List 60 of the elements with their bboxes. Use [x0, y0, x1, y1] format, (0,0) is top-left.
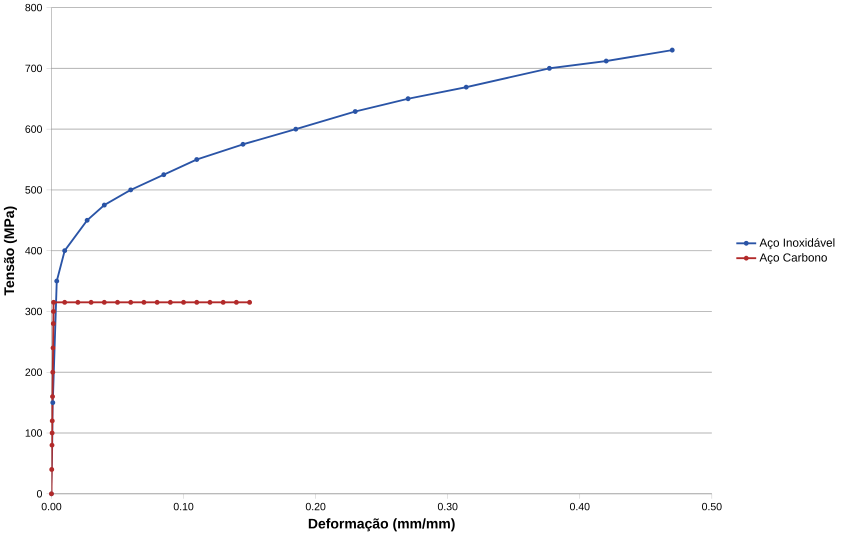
point [208, 300, 212, 305]
point [50, 418, 55, 424]
point [50, 345, 56, 350]
point [115, 300, 120, 305]
point [220, 300, 226, 305]
y-axis-title: Tensão (MPa) [4, 206, 17, 296]
point [181, 300, 186, 305]
x-tick-label: 0.30 [438, 502, 458, 510]
y-tick-label: 700 [25, 64, 42, 72]
point [50, 394, 55, 399]
point [194, 300, 200, 305]
y-tick-label: 800 [25, 4, 42, 12]
x-tick-label: 0.40 [570, 502, 590, 510]
point [604, 58, 609, 64]
point [75, 300, 80, 305]
point [546, 66, 552, 71]
x-tick-label: 0.10 [174, 502, 194, 510]
point [128, 300, 134, 305]
y-tick-label: 100 [26, 429, 42, 437]
point [352, 108, 358, 114]
point [49, 466, 54, 472]
point [54, 278, 60, 284]
point [161, 172, 166, 178]
point [88, 300, 94, 305]
point [240, 142, 246, 147]
x-tick-label: 0.20 [306, 502, 326, 510]
point [62, 248, 68, 254]
point [51, 300, 56, 305]
point [154, 300, 160, 305]
point [141, 300, 146, 305]
point [102, 300, 107, 305]
point [247, 300, 252, 305]
point [128, 187, 134, 192]
y-tick-label: 200 [25, 368, 42, 376]
y-tick-label: 0 [36, 490, 42, 498]
point [50, 430, 55, 436]
point [50, 321, 56, 326]
point [50, 442, 54, 448]
point [234, 300, 239, 305]
point [194, 156, 200, 162]
legend-label: Aço Carbono [759, 252, 827, 264]
y-tick-label: 400 [25, 246, 42, 254]
y-tick-label: 300 [25, 308, 42, 316]
point [464, 84, 469, 90]
point [50, 400, 56, 405]
point [50, 370, 56, 375]
point [670, 48, 675, 52]
point [84, 218, 90, 223]
point [406, 96, 411, 102]
x-axis-title: Deformação (mm/mm) [308, 518, 455, 532]
point [62, 300, 68, 305]
x-tick-label: 0.50 [702, 502, 722, 510]
point [168, 300, 173, 305]
y-tick-label: 600 [25, 125, 42, 133]
point [51, 308, 56, 314]
point [293, 126, 298, 132]
legend-label: Aço Inoxidável [759, 238, 834, 250]
y-tick-label: 500 [25, 186, 42, 194]
point [102, 202, 107, 208]
x-tick-label: 0.00 [42, 502, 62, 510]
